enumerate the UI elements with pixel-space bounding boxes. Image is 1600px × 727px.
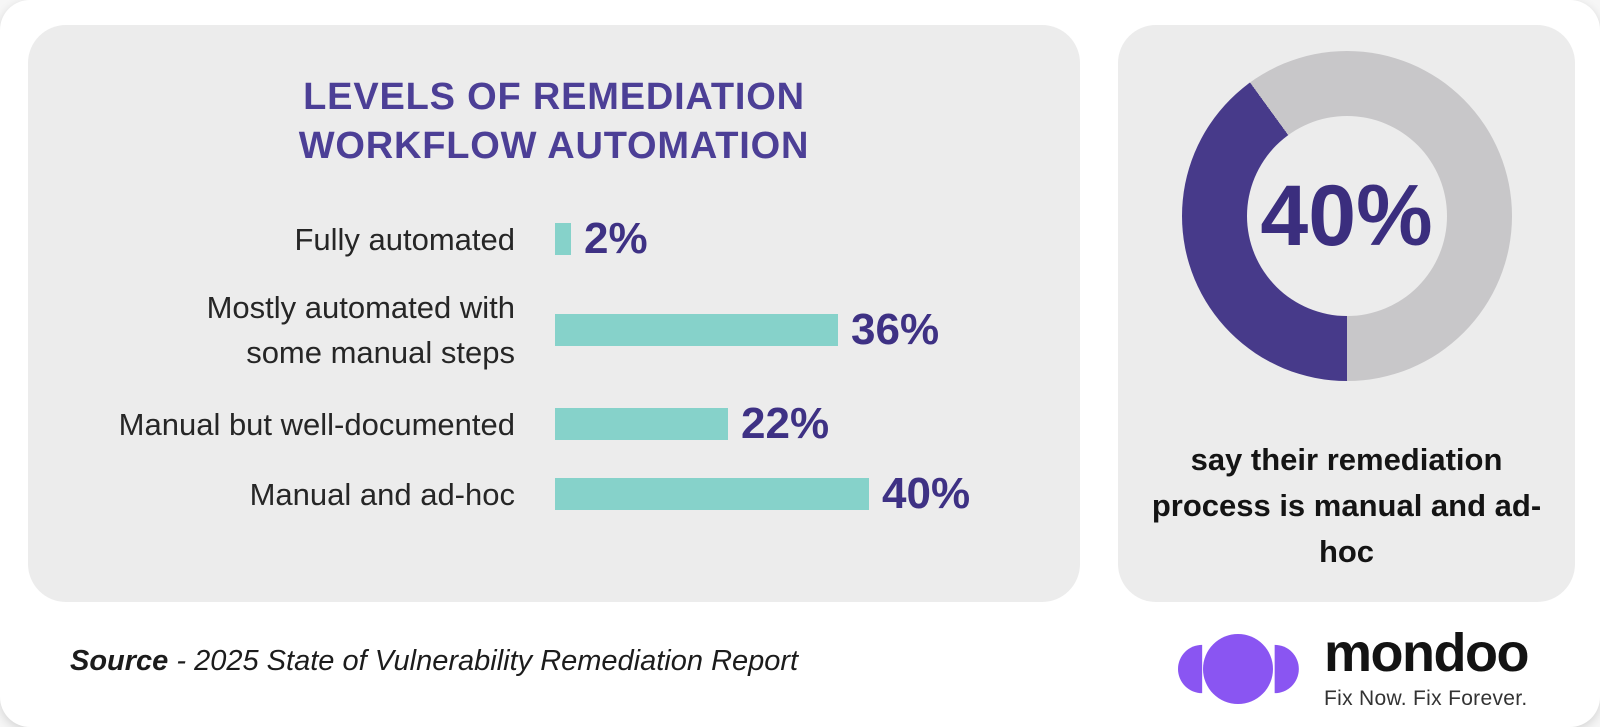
donut-ring: 40% bbox=[1181, 51, 1512, 381]
mondoo-wordmark-block: mondoo Fix Now. Fix Forever. bbox=[1324, 623, 1529, 711]
bar-mostly-automated bbox=[555, 314, 838, 346]
bar-fully-automated bbox=[555, 223, 571, 255]
bar-manual-adhoc bbox=[555, 478, 869, 510]
bar-value-label: 22% bbox=[741, 399, 830, 448]
bar-category-label: Manual and ad-hoc bbox=[249, 476, 515, 512]
bar-row-fully-automated: Fully automated 2% bbox=[28, 204, 1080, 274]
bar-value-label: 2% bbox=[584, 214, 648, 263]
bar-row-manual-adhoc: Manual and ad-hoc 40% bbox=[28, 459, 1080, 529]
bar-manual-documented bbox=[555, 408, 728, 440]
bar-row-mostly-automated: Mostly automated with some manual steps … bbox=[28, 285, 1080, 375]
donut-hole bbox=[1246, 116, 1447, 316]
bar-value-label: 40% bbox=[882, 469, 971, 518]
source-label: Source bbox=[70, 645, 169, 677]
donut-chart-card: 40% say their remediation process is man… bbox=[1118, 25, 1575, 602]
mondoo-tagline: Fix Now. Fix Forever. bbox=[1324, 687, 1528, 710]
source-text: - 2025 State of Vulnerability Remediatio… bbox=[176, 645, 799, 677]
mondoo-wordmark: mondoo bbox=[1324, 623, 1529, 683]
bar-category-label: Mostly automated with some manual steps bbox=[206, 290, 515, 370]
bar-value-label: 36% bbox=[851, 305, 940, 354]
bar-chart-card: LEVELS OF REMEDIATION WORKFLOW AUTOMATIO… bbox=[28, 25, 1080, 602]
bar-row-manual-documented: Manual but well-documented 22% bbox=[28, 389, 1080, 459]
bar-category-label: Manual but well-documented bbox=[118, 406, 515, 442]
donut-value-label: 40% bbox=[1260, 167, 1433, 264]
bar-category-label: Fully automated bbox=[294, 221, 515, 257]
donut-caption: say their remediation process is manual … bbox=[1151, 442, 1542, 569]
bar-chart-rows: Fully automated 2% Mostly automated with… bbox=[28, 204, 1080, 529]
chart-title: LEVELS OF REMEDIATION WORKFLOW AUTOMATIO… bbox=[298, 76, 810, 167]
mondoo-logo-icon bbox=[1178, 633, 1299, 704]
source-citation: Source - 2025 State of Vulnerability Rem… bbox=[70, 645, 798, 678]
mondoo-logo: mondoo Fix Now. Fix Forever. bbox=[1176, 623, 1529, 711]
